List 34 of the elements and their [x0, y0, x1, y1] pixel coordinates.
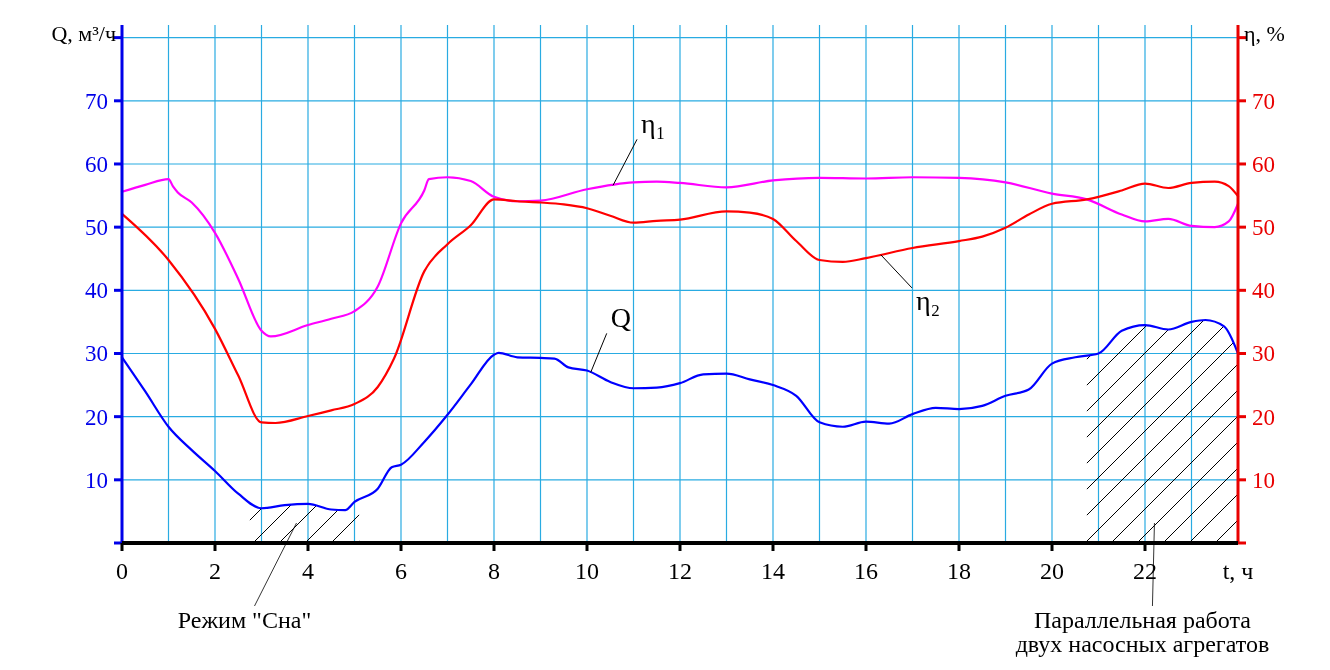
y-tick-label: 60 — [85, 151, 108, 177]
y-tick-label: 40 — [85, 278, 108, 304]
x-tick-label: 8 — [488, 558, 500, 584]
y-tick-label: 10 — [85, 467, 108, 493]
y2-tick-label: 60 — [1252, 151, 1275, 177]
x-tick-label: 22 — [1133, 558, 1157, 584]
y2-tick-label: 10 — [1252, 467, 1275, 493]
y-tick-label: 20 — [85, 404, 108, 430]
y2-tick-label: 30 — [1252, 341, 1275, 367]
x-tick-label: 16 — [854, 558, 878, 584]
x-tick-label: 2 — [209, 558, 221, 584]
x-tick-label: 20 — [1040, 558, 1064, 584]
x-tick-label: 14 — [761, 558, 785, 584]
y-tick-label: 50 — [85, 215, 108, 241]
x-tick-label: 10 — [575, 558, 599, 584]
x-tick-label: 12 — [668, 558, 692, 584]
x-tick-label: 6 — [395, 558, 407, 584]
x-axis-title: t, ч — [1222, 558, 1254, 584]
y2-tick-label: 70 — [1252, 88, 1275, 114]
band-label: Режим "Сна" — [177, 607, 312, 633]
series-label: η₂ — [915, 284, 941, 316]
y2-axis-title: η, % — [1244, 21, 1285, 46]
y-axis-title: Q, м³/ч — [51, 21, 116, 46]
x-tick-label: 0 — [116, 558, 128, 584]
y-tick-label: 70 — [85, 88, 108, 114]
y2-tick-label: 50 — [1252, 215, 1275, 241]
x-tick-label: 4 — [302, 558, 314, 584]
y2-tick-label: 40 — [1252, 278, 1275, 304]
band-label: Параллельная работа двух насосных агрегатов — [1015, 607, 1270, 657]
series-label: Q — [610, 302, 631, 334]
y2-tick-label: 20 — [1252, 404, 1275, 430]
series-label: η₁ — [641, 108, 666, 140]
x-tick-label: 18 — [947, 558, 971, 584]
y-tick-label: 30 — [85, 341, 108, 367]
